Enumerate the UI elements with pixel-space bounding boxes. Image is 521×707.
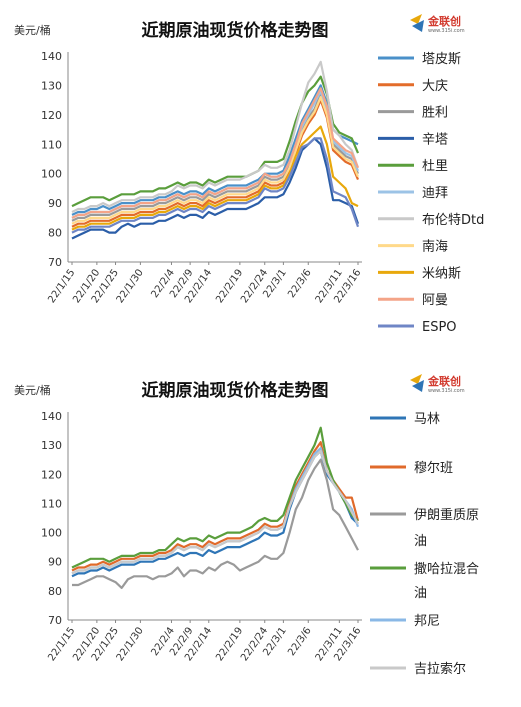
y-tick-label: 80 [48, 227, 62, 240]
legend-item: 胜利 [378, 106, 448, 121]
y-tick-label: 110 [41, 497, 62, 510]
legend-item: 杜里 [378, 159, 448, 174]
legend-label: 南海 [422, 239, 448, 255]
legend-label: 马林 [414, 412, 440, 427]
legend-item: 吉拉索尔 [370, 662, 466, 677]
legend-label: 米纳斯 [422, 266, 461, 281]
legend-item: 邦尼 [370, 614, 440, 629]
y-tick-label: 140 [41, 50, 62, 63]
legend-label: 胜利 [422, 106, 448, 121]
x-tick-label: 22/3/6 [286, 267, 313, 300]
legend-item: 米纳斯 [378, 266, 461, 281]
series-line-吉拉索尔 [71, 449, 359, 575]
legend-label: 邦尼 [414, 614, 440, 629]
legend-item: ESPO [378, 320, 457, 335]
legend-item: 伊朗重质原油 [370, 507, 479, 549]
y-tick-label: 130 [41, 439, 62, 452]
series-line-米纳斯 [71, 125, 359, 231]
y-tick-label: 80 [48, 585, 62, 598]
legend-label: 穆尔班 [414, 461, 453, 476]
series-line-撒哈拉混合油 [71, 426, 359, 569]
legend-label: 伊朗重质原油 [414, 507, 479, 549]
legend-item: 辛塔 [378, 132, 448, 147]
legend-item: 布伦特Dtd [378, 213, 484, 228]
legend-item: 大庆 [378, 79, 448, 94]
series-line-ESPO [71, 137, 360, 234]
logo-text: 金联创 [427, 374, 461, 388]
y-tick-label: 110 [41, 138, 62, 151]
logo-mark-icon [410, 14, 422, 24]
series-line-胜利 [71, 93, 360, 222]
series-line-布伦特Dtd [71, 60, 360, 213]
y-tick-label: 100 [41, 168, 62, 181]
legend-item: 马林 [370, 412, 440, 427]
logo-mark-icon [412, 20, 424, 32]
series-line-南海 [71, 96, 360, 225]
y-tick-label: 120 [41, 468, 62, 481]
logo-mark-icon [412, 380, 424, 392]
legend-item: 撒哈拉混合油 [370, 561, 479, 601]
legend-item: 南海 [378, 239, 448, 255]
y-tick-label: 90 [48, 556, 62, 569]
chart-title: 近期原油现货价格走势图 [142, 20, 329, 41]
y-tick-label: 140 [41, 410, 62, 423]
y-tick-label: 130 [41, 79, 62, 92]
legend-item: 穆尔班 [370, 461, 453, 476]
legend-label: 塔皮斯 [422, 52, 461, 67]
x-tick-label: 22/3/6 [286, 625, 313, 658]
legend-label: 阿曼 [422, 293, 448, 308]
y-tick-label: 120 [41, 109, 62, 122]
logo-url: www.315i.com [428, 388, 465, 394]
series-line-大庆 [71, 99, 360, 228]
legend-label: 杜里 [422, 159, 448, 174]
legend-item: 塔皮斯 [378, 52, 461, 67]
legend-label: 撒哈拉混合油 [414, 561, 479, 601]
legend-label: 辛塔 [422, 132, 448, 147]
logo-mark-icon [410, 374, 422, 384]
series-line-伊朗重质原油 [72, 458, 359, 589]
logo-text: 金联创 [427, 14, 461, 28]
legend-label: 迪拜 [422, 186, 448, 201]
legend-label: ESPO [422, 320, 457, 335]
series-line-杜里 [71, 75, 360, 208]
y-tick-label: 100 [41, 527, 62, 540]
logo-url: www.315i.com [428, 28, 465, 34]
y-tick-label: 90 [48, 197, 62, 210]
series-line-塔皮斯 [71, 84, 359, 216]
legend-label: 大庆 [422, 79, 448, 94]
chart-title: 近期原油现货价格走势图 [142, 380, 329, 401]
series-line-阿曼 [71, 87, 360, 219]
legend-label: 布伦特Dtd [422, 213, 484, 228]
series-line-穆尔班 [71, 441, 360, 572]
y-axis-unit: 美元/桶 [14, 383, 51, 397]
y-tick-label: 70 [48, 614, 62, 627]
legend-item: 阿曼 [378, 293, 448, 308]
legend-label: 吉拉索尔 [414, 662, 466, 677]
legend-item: 迪拜 [378, 186, 448, 201]
y-axis-unit: 美元/桶 [14, 23, 51, 37]
y-tick-label: 70 [48, 256, 62, 269]
series-line-马林 [71, 449, 359, 578]
